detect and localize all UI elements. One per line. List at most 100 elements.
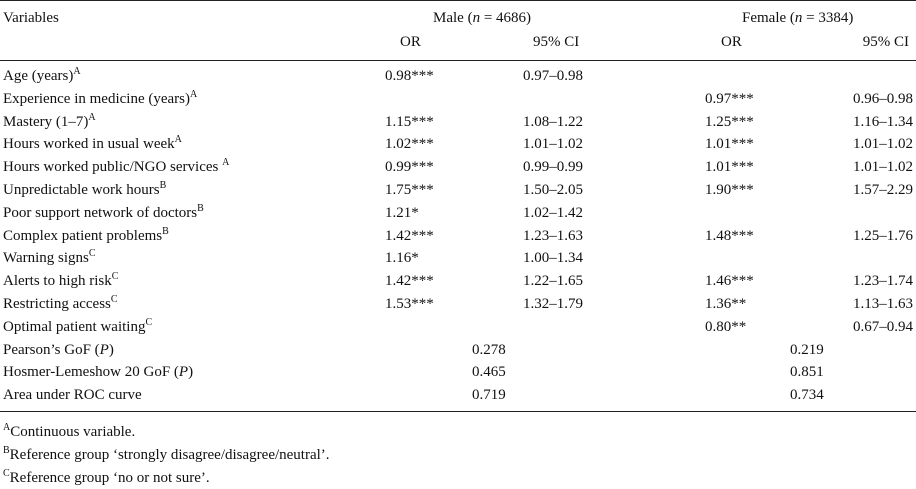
male-ci-cell: 1.00–1.34 [523, 250, 583, 267]
female-or-cell: 1.90*** [705, 182, 754, 198]
male-ci-cell: 1.50–2.05 [523, 182, 583, 198]
female-or-cell: 1.25*** [705, 113, 754, 130]
footnote: CReference group ‘no or not sure’. [3, 468, 210, 487]
male-or-cell: 1.42*** [385, 273, 434, 290]
superscript-marker: A [73, 66, 81, 77]
header-female-group: Female (n = 3384) [742, 8, 853, 28]
female-ci-cell: 0.96–0.98 [853, 90, 913, 107]
female-or-cell: 0.97*** [705, 90, 754, 107]
female-ci-cell: 1.01–1.02 [853, 136, 913, 153]
header-male-or: OR [400, 34, 421, 50]
male-or-cell: 1.75*** [385, 182, 434, 198]
table-row: Alerts to high riskC 1.42*** 1.22–1.65 1.46… [0, 271, 916, 293]
female-ci-cell: 1.25–1.76 [853, 227, 913, 244]
male-or-cell: 1.53*** [385, 296, 434, 312]
table-row: Restricting accessC 1.53*** 1.32–1.79 1.36*… [0, 294, 916, 316]
variable-label: Experience in medicine (years)A [3, 88, 198, 107]
female-fit-value: 0.851 [790, 364, 824, 381]
female-n: n [794, 10, 803, 26]
male-or-cell: 0.98*** [385, 68, 434, 84]
variable-label: Complex patient problemsB [3, 225, 169, 244]
male-n: n [472, 10, 481, 26]
table-row: Age (years)A 0.98*** 0.97–0.98 [0, 66, 916, 88]
table-row: Hours worked in usual weekA 1.02*** 1.01–1… [0, 134, 916, 156]
female-ci-cell: 1.13–1.63 [853, 296, 913, 312]
footnote: AContinuous variable. [3, 422, 136, 441]
variable-label: Poor support network of doctorsB [3, 202, 204, 221]
header-male-group: Male (n = 4686) [433, 8, 531, 28]
male-or-cell: 1.42*** [385, 227, 434, 244]
female-fit-value: 0.734 [790, 387, 824, 404]
male-fit-value: 0.719 [472, 387, 506, 404]
male-count: = 4686) [480, 10, 532, 26]
superscript-marker: B [162, 225, 169, 237]
variable-label: Mastery (1–7)A [3, 111, 96, 130]
footnote-marker: B [3, 445, 10, 456]
variable-label: Unpredictable work hoursB [3, 180, 167, 199]
female-ci-cell: 0.67–0.94 [853, 318, 913, 335]
variable-label: Hours worked in usual weekA [3, 134, 182, 153]
variable-label: Restricting accessC [3, 294, 118, 313]
superscript-marker: C [145, 316, 153, 328]
male-or-cell: 1.16* [385, 250, 419, 267]
fit-row: Hosmer-Lemeshow 20 GoF (P) 0.465 0.851 [0, 362, 916, 384]
female-or-cell: 1.36** [705, 296, 747, 312]
bottom-rule [0, 411, 916, 412]
fit-label: Pearson’s GoF (P) [3, 341, 114, 358]
male-ci-cell: 1.32–1.79 [523, 296, 583, 312]
superscript-marker: A [88, 111, 96, 123]
female-count: = 3384) [802, 10, 854, 26]
male-ci-cell: 0.99–0.99 [523, 159, 583, 176]
fit-row: Area under ROC curve 0.719 0.734 [0, 385, 916, 407]
table-row: Unpredictable work hoursB 1.75*** 1.50–2.0… [0, 180, 916, 202]
table-row: Poor support network of doctorsB 1.21* 1.0… [0, 203, 916, 225]
superscript-marker: B [159, 180, 167, 191]
superscript-marker: C [88, 248, 96, 260]
superscript-marker: C [110, 294, 118, 305]
variable-label: Alerts to high riskC [3, 271, 119, 290]
table-row: Experience in medicine (years)A 0.97*** 0.… [0, 89, 916, 111]
male-ci-cell: 1.02–1.42 [523, 204, 583, 221]
female-ci-cell: 1.16–1.34 [853, 113, 913, 130]
fit-label: Hosmer-Lemeshow 20 GoF (P) [3, 364, 194, 381]
footnote: BReference group ‘strongly disagree/disa… [3, 445, 330, 464]
male-ci-cell: 1.23–1.63 [523, 227, 583, 244]
male-ci-cell: 1.01–1.02 [523, 136, 583, 153]
variable-label: Age (years)A [3, 66, 81, 85]
male-fit-value: 0.465 [472, 364, 506, 381]
male-or-cell: 1.21* [385, 204, 419, 221]
fit-label-italic: P [99, 341, 109, 358]
superscript-marker: A [190, 88, 198, 100]
variable-label: Hours worked public/NGO services A [3, 157, 230, 176]
female-or-cell: 1.46*** [705, 273, 754, 290]
female-fit-value: 0.219 [790, 341, 824, 358]
superscript-marker: C [111, 271, 119, 283]
top-rule [0, 0, 916, 1]
table-row: Hours worked public/NGO services A 0.99**… [0, 157, 916, 179]
header-variables: Variables [3, 10, 59, 26]
female-or-cell: 1.48*** [705, 227, 754, 244]
male-ci-cell: 0.97–0.98 [523, 68, 583, 84]
female-ci-cell: 1.01–1.02 [853, 159, 913, 176]
female-or-cell: 1.01*** [705, 136, 754, 153]
fit-label: Area under ROC curve [3, 387, 142, 404]
table-row: Complex patient problemsB 1.42*** 1.23–1.6… [0, 226, 916, 248]
table-row: Warning signsC 1.16* 1.00–1.34 [0, 248, 916, 270]
header-rule [0, 60, 916, 61]
female-label: Female ( [742, 10, 795, 26]
female-or-cell: 1.01*** [705, 159, 754, 176]
fit-label-italic: P [178, 364, 189, 381]
male-or-cell: 1.15*** [385, 113, 434, 130]
female-ci-cell: 1.23–1.74 [853, 273, 913, 290]
superscript-marker: A [174, 134, 182, 146]
header-female-ci: 95% CI [862, 34, 909, 50]
superscript-marker: B [197, 202, 204, 214]
female-or-cell: 0.80** [705, 318, 747, 335]
male-label: Male ( [433, 10, 473, 26]
table-row: Optimal patient waitingC 0.80** 0.67–0.94 [0, 317, 916, 339]
header-female-or: OR [721, 34, 742, 50]
footnote-marker: C [3, 468, 10, 479]
footnote-marker: A [3, 422, 11, 433]
variable-label: Warning signsC [3, 248, 96, 267]
male-or-cell: 0.99*** [385, 159, 434, 176]
